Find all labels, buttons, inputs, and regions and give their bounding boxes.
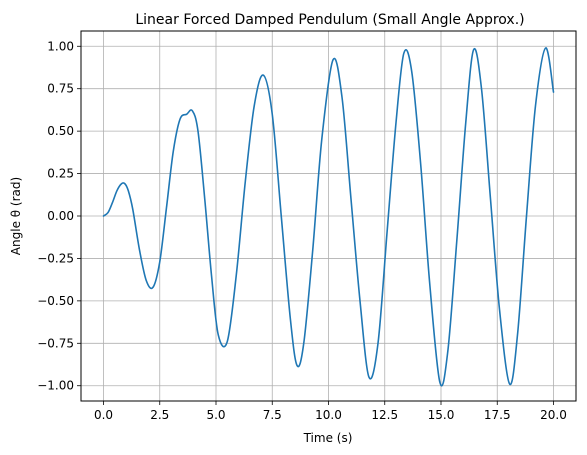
x-tick-label: 10.0 — [315, 408, 342, 422]
y-tick-label: −0.50 — [37, 294, 74, 308]
x-tick-label: 15.0 — [428, 408, 455, 422]
x-tick-label: 2.5 — [150, 408, 169, 422]
y-tick-label: −1.00 — [37, 379, 74, 393]
x-tick-label: 12.5 — [371, 408, 398, 422]
x-axis-title: Time (s) — [303, 431, 353, 445]
y-tick-label: 1.00 — [47, 39, 74, 53]
x-axis-ticks: 0.0 2.5 5.0 7.5 10.0 12.5 15.0 17.5 20.0 — [94, 401, 567, 422]
series-line-angle — [102, 47, 555, 387]
y-tick-label: −0.75 — [37, 336, 74, 350]
y-tick-label: 0.00 — [47, 209, 74, 223]
chart-title: Linear Forced Damped Pendulum (Small Ang… — [135, 12, 524, 28]
x-tick-label: 17.5 — [484, 408, 511, 422]
x-tick-label: 0.0 — [94, 408, 113, 422]
x-tick-label: 20.0 — [540, 408, 567, 422]
x-tick-label: 5.0 — [206, 408, 225, 422]
y-tick-label: 0.75 — [47, 82, 74, 96]
x-tick-label: 7.5 — [263, 408, 282, 422]
y-tick-label: −0.25 — [37, 251, 74, 265]
y-tick-label: 0.25 — [47, 167, 74, 181]
y-axis-title: Angle θ (rad) — [9, 177, 23, 255]
grid-lines — [81, 31, 576, 401]
y-tick-label: 0.50 — [47, 124, 74, 138]
y-axis-ticks: 1.00 0.75 0.50 0.25 0.00 −0.25 −0.50 −0.75 −1.00 — [37, 39, 81, 393]
